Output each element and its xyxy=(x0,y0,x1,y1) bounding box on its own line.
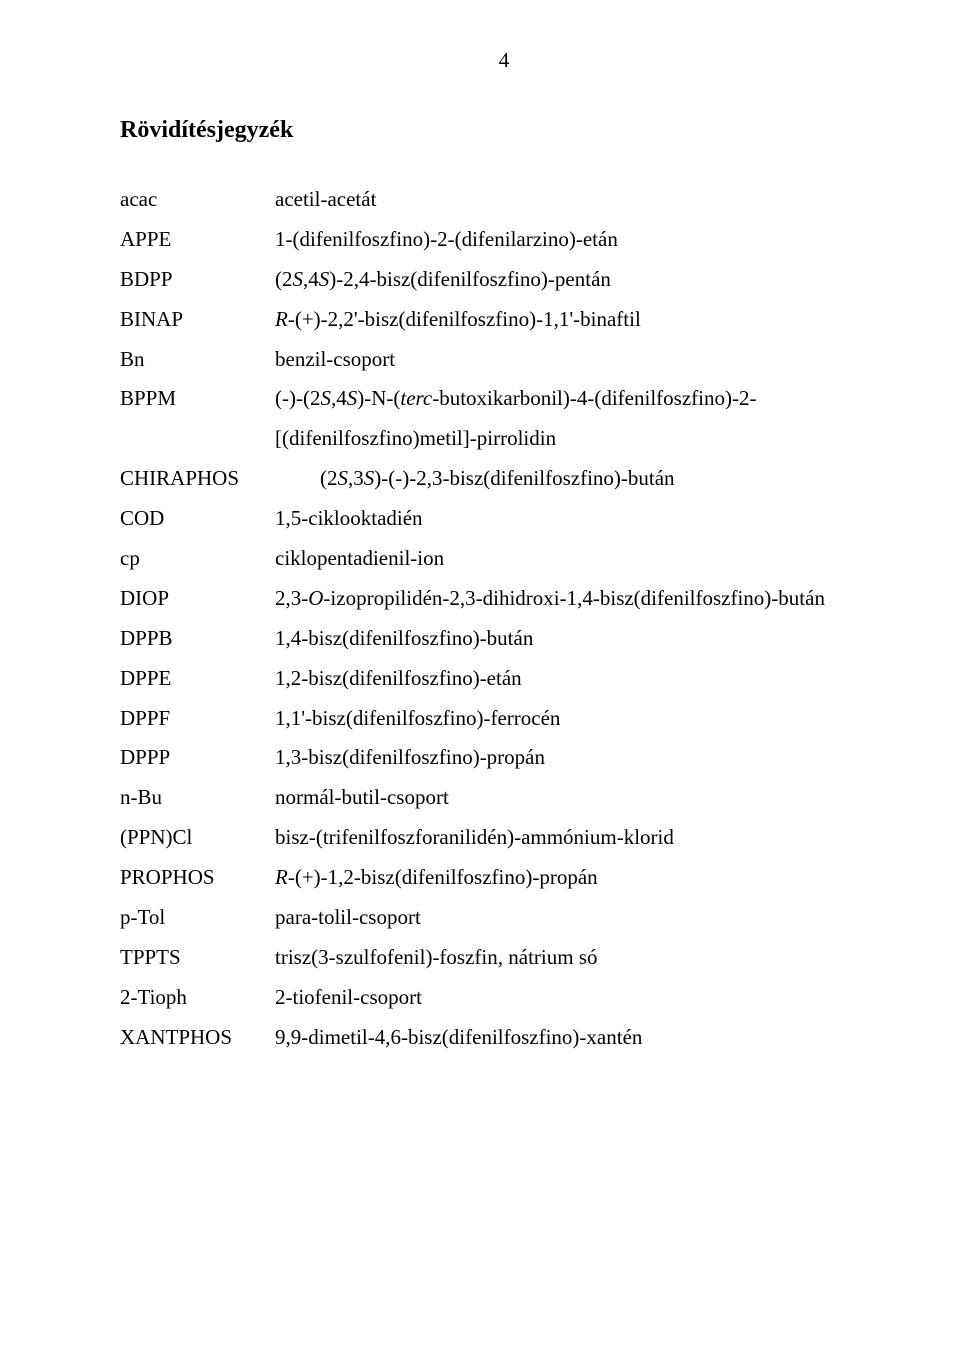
definition: 1,2-bisz(difenilfoszfino)-etán xyxy=(275,659,888,699)
list-item: APPE 1-(difenilfoszfino)-2-(difenilarzin… xyxy=(120,220,888,260)
abbr: DPPP xyxy=(120,738,275,778)
abbr: DPPF xyxy=(120,699,275,739)
page-title: Rövidítésjegyzék xyxy=(120,117,888,144)
abbr: DPPB xyxy=(120,619,275,659)
list-item: PROPHOS R-(+)-1,2-bisz(difenilfoszfino)-… xyxy=(120,858,888,898)
abbr: acac xyxy=(120,180,275,220)
definition: 2,3-O-izopropilidén-2,3-dihidroxi-1,4-bi… xyxy=(275,579,888,619)
list-item: BINAP R-(+)-2,2'-bisz(difenilfoszfino)-1… xyxy=(120,300,888,340)
definition: 1,4-bisz(difenilfoszfino)-bután xyxy=(275,619,888,659)
definition: 1,5-ciklooktadién xyxy=(275,499,888,539)
list-item: Bn benzil-csoport xyxy=(120,340,888,380)
list-item: COD 1,5-ciklooktadién xyxy=(120,499,888,539)
definition: (2S,3S)-(-)-2,3-bisz(difenilfoszfino)-bu… xyxy=(275,459,888,499)
definition: para-tolil-csoport xyxy=(275,898,888,938)
abbr: COD xyxy=(120,499,275,539)
abbr: XANTPHOS xyxy=(120,1018,275,1058)
abbr: Bn xyxy=(120,340,275,380)
abbr: n-Bu xyxy=(120,778,275,818)
abbr: DIOP xyxy=(120,579,275,619)
list-item: BPPM (-)-(2S,4S)-N-(terc-butoxikarbonil)… xyxy=(120,379,888,419)
abbr: BINAP xyxy=(120,300,275,340)
abbr: APPE xyxy=(120,220,275,260)
list-item: XANTPHOS 9,9-dimetil-4,6-bisz(difenilfos… xyxy=(120,1018,888,1058)
definition: (-)-(2S,4S)-N-(terc-butoxikarbonil)-4-(d… xyxy=(275,379,888,419)
abbr: BDPP xyxy=(120,260,275,300)
definition: 9,9-dimetil-4,6-bisz(difenilfoszfino)-xa… xyxy=(275,1018,888,1058)
definition: 1,3-bisz(difenilfoszfino)-propán xyxy=(275,738,888,778)
abbr: TPPTS xyxy=(120,938,275,978)
abbr: cp xyxy=(120,539,275,579)
definition: 1,1'-bisz(difenilfoszfino)-ferrocén xyxy=(275,699,888,739)
list-item: BDPP (2S,4S)-2,4-bisz(difenilfoszfino)-p… xyxy=(120,260,888,300)
definition: R-(+)-1,2-bisz(difenilfoszfino)-propán xyxy=(275,858,888,898)
list-item: DIOP 2,3-O-izopropilidén-2,3-dihidroxi-1… xyxy=(120,579,888,619)
definition: ciklopentadienil-ion xyxy=(275,539,888,579)
definition: normál-butil-csoport xyxy=(275,778,888,818)
list-item: 2-Tioph 2-tiofenil-csoport xyxy=(120,978,888,1018)
list-item: n-Bu normál-butil-csoport xyxy=(120,778,888,818)
list-item: DPPB 1,4-bisz(difenilfoszfino)-bután xyxy=(120,619,888,659)
list-item: acac acetil-acetát xyxy=(120,180,888,220)
list-item: cp ciklopentadienil-ion xyxy=(120,539,888,579)
list-item: (PPN)Cl bisz-(trifenilfoszforanilidén)-a… xyxy=(120,818,888,858)
definition: acetil-acetát xyxy=(275,180,888,220)
abbr: PROPHOS xyxy=(120,858,275,898)
abbr: DPPE xyxy=(120,659,275,699)
abbreviation-list: acac acetil-acetát APPE 1-(difenilfoszfi… xyxy=(120,180,888,1058)
definition: R-(+)-2,2'-bisz(difenilfoszfino)-1,1'-bi… xyxy=(275,300,888,340)
abbr: CHIRAPHOS xyxy=(120,459,275,499)
definition: trisz(3-szulfofenil)-foszfin, nátrium só xyxy=(275,938,888,978)
list-item: p-Tol para-tolil-csoport xyxy=(120,898,888,938)
list-item: DPPF 1,1'-bisz(difenilfoszfino)-ferrocén xyxy=(120,699,888,739)
list-item: DPPP 1,3-bisz(difenilfoszfino)-propán xyxy=(120,738,888,778)
definition: 2-tiofenil-csoport xyxy=(275,978,888,1018)
definition: benzil-csoport xyxy=(275,340,888,380)
abbr: 2-Tioph xyxy=(120,978,275,1018)
definition: [(difenilfoszfino)metil]-pirrolidin xyxy=(275,419,888,459)
list-item: DPPE 1,2-bisz(difenilfoszfino)-etán xyxy=(120,659,888,699)
abbr: BPPM xyxy=(120,379,275,419)
page-number: 4 xyxy=(120,48,888,73)
abbr: (PPN)Cl xyxy=(120,818,275,858)
list-item: TPPTS trisz(3-szulfofenil)-foszfin, nátr… xyxy=(120,938,888,978)
abbr: p-Tol xyxy=(120,898,275,938)
list-item-continuation: [(difenilfoszfino)metil]-pirrolidin xyxy=(120,419,888,459)
list-item: CHIRAPHOS (2S,3S)-(-)-2,3-bisz(difenilfo… xyxy=(120,459,888,499)
definition: 1-(difenilfoszfino)-2-(difenilarzino)-et… xyxy=(275,220,888,260)
definition: bisz-(trifenilfoszforanilidén)-ammónium-… xyxy=(275,818,888,858)
definition: (2S,4S)-2,4-bisz(difenilfoszfino)-pentán xyxy=(275,260,888,300)
